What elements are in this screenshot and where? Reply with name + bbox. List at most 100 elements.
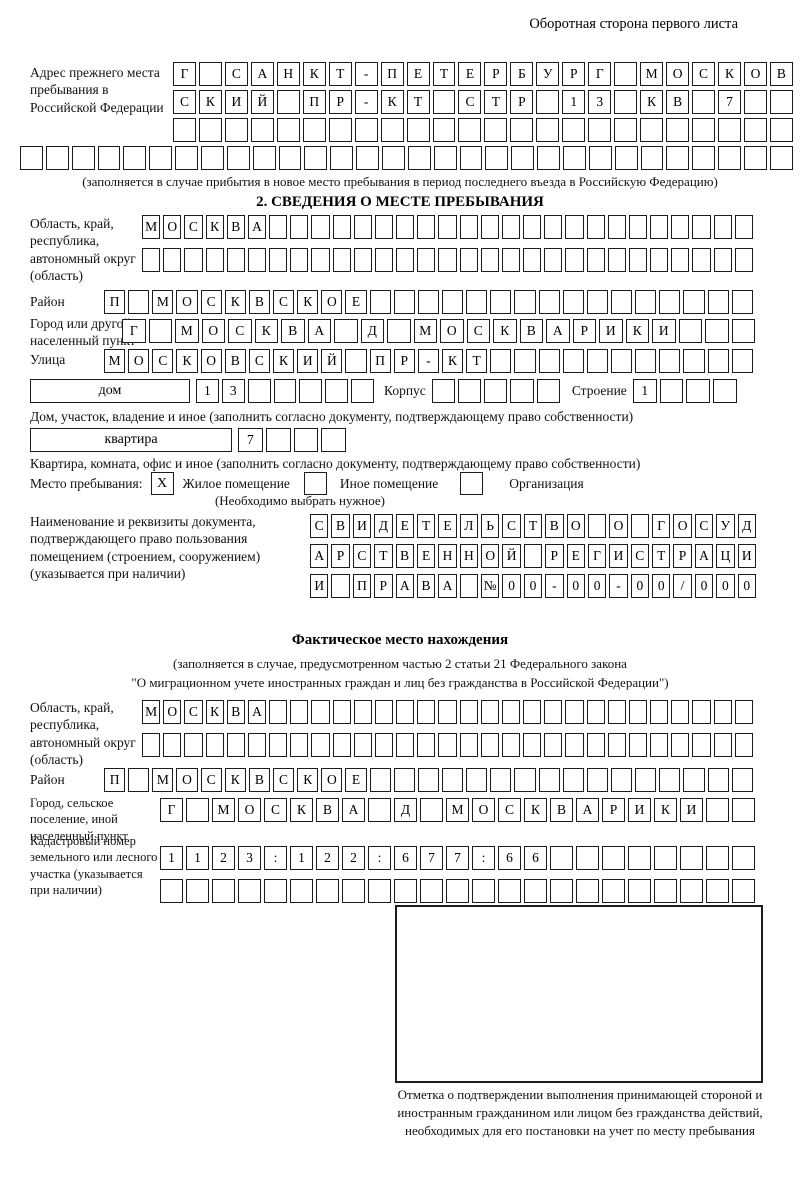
char-cell[interactable]	[731, 290, 753, 314]
char-cell[interactable]	[692, 248, 711, 272]
char-cell[interactable]	[731, 319, 755, 343]
char-cell[interactable]	[707, 290, 729, 314]
char-cell[interactable]	[524, 879, 547, 903]
char-cell[interactable]: О	[176, 768, 198, 792]
char-cell[interactable]: А	[694, 544, 714, 568]
char-cell[interactable]	[441, 290, 464, 314]
char-cell[interactable]	[123, 146, 147, 170]
char-cell[interactable]	[602, 879, 625, 903]
char-cell[interactable]	[713, 733, 732, 757]
char-cell[interactable]	[446, 879, 469, 903]
char-cell[interactable]	[523, 248, 542, 272]
house-type-box[interactable]: дом	[30, 379, 190, 403]
char-cell[interactable]: О	[440, 319, 464, 343]
char-cell[interactable]: Е	[395, 514, 414, 538]
char-cell[interactable]: Р	[328, 90, 352, 114]
char-cell[interactable]: Т	[523, 514, 543, 538]
char-cell[interactable]	[396, 700, 415, 724]
char-cell[interactable]	[247, 379, 271, 403]
char-cell[interactable]	[501, 700, 521, 724]
char-cell[interactable]	[276, 90, 300, 114]
char-cell[interactable]	[680, 846, 703, 870]
char-cell[interactable]	[334, 319, 358, 343]
char-cell[interactable]: К	[297, 290, 319, 314]
char-cell[interactable]: М	[640, 62, 664, 86]
char-cell[interactable]	[683, 768, 705, 792]
char-cell[interactable]	[769, 90, 793, 114]
char-cell[interactable]	[510, 379, 534, 403]
char-cell[interactable]	[480, 700, 499, 724]
char-cell[interactable]: В	[769, 62, 793, 86]
char-cell[interactable]	[732, 879, 755, 903]
char-cell[interactable]: С	[200, 768, 222, 792]
char-cell[interactable]	[523, 700, 542, 724]
char-cell[interactable]: О	[163, 215, 182, 239]
char-cell[interactable]	[683, 349, 705, 373]
char-cell[interactable]: С	[184, 215, 203, 239]
char-cell[interactable]: Е	[345, 290, 367, 314]
char-cell[interactable]: Н	[459, 544, 478, 568]
char-cell[interactable]	[406, 118, 430, 142]
char-cell[interactable]	[438, 215, 457, 239]
char-cell[interactable]: О	[321, 290, 343, 314]
char-cell[interactable]: :	[264, 846, 287, 870]
char-cell[interactable]	[498, 879, 521, 903]
char-cell[interactable]	[514, 349, 536, 373]
char-cell[interactable]: С	[264, 798, 287, 822]
char-cell[interactable]	[683, 290, 705, 314]
char-cell[interactable]: Т	[374, 544, 393, 568]
char-cell[interactable]: 0	[587, 574, 607, 598]
char-cell[interactable]: К	[640, 90, 664, 114]
char-cell[interactable]	[628, 733, 648, 757]
char-cell[interactable]	[692, 733, 711, 757]
char-cell[interactable]: Е	[458, 62, 482, 86]
char-cell[interactable]: К	[205, 215, 224, 239]
char-cell[interactable]	[184, 248, 203, 272]
char-cell[interactable]: 0	[630, 574, 649, 598]
char-cell[interactable]	[586, 215, 605, 239]
char-cell[interactable]: А	[546, 319, 570, 343]
char-cell[interactable]: С	[152, 349, 174, 373]
char-cell[interactable]	[201, 146, 224, 170]
char-cell[interactable]	[212, 879, 235, 903]
char-cell[interactable]	[607, 215, 626, 239]
char-cell[interactable]: В	[545, 514, 564, 538]
char-cell[interactable]	[562, 349, 584, 373]
char-cell[interactable]	[565, 248, 584, 272]
char-cell[interactable]: В	[550, 798, 573, 822]
char-cell[interactable]	[311, 733, 330, 757]
char-cell[interactable]: В	[519, 319, 543, 343]
char-cell[interactable]: Г	[652, 514, 671, 538]
char-cell[interactable]	[466, 768, 488, 792]
char-cell[interactable]	[269, 215, 288, 239]
char-cell[interactable]	[417, 700, 436, 724]
char-cell[interactable]: Н	[438, 544, 457, 568]
char-cell[interactable]: В	[666, 90, 690, 114]
char-cell[interactable]	[97, 146, 121, 170]
char-cell[interactable]	[706, 846, 729, 870]
char-cell[interactable]: Р	[562, 62, 586, 86]
char-cell[interactable]: П	[104, 768, 126, 792]
char-cell[interactable]: К	[654, 798, 677, 822]
char-cell[interactable]	[332, 248, 351, 272]
char-cell[interactable]: К	[290, 798, 313, 822]
char-cell[interactable]	[311, 215, 330, 239]
char-cell[interactable]	[480, 733, 499, 757]
char-cell[interactable]	[342, 879, 365, 903]
char-cell[interactable]: С	[173, 90, 196, 114]
char-cell[interactable]	[659, 768, 681, 792]
char-cell[interactable]: У	[716, 514, 735, 538]
char-cell[interactable]	[417, 290, 439, 314]
char-cell[interactable]: К	[718, 62, 741, 86]
char-cell[interactable]	[160, 879, 183, 903]
char-cell[interactable]	[368, 879, 391, 903]
char-cell[interactable]	[269, 733, 288, 757]
char-cell[interactable]: С	[200, 290, 222, 314]
char-cell[interactable]	[374, 248, 394, 272]
char-cell[interactable]	[432, 118, 456, 142]
char-cell[interactable]: А	[247, 700, 267, 724]
char-cell[interactable]	[276, 118, 300, 142]
char-cell[interactable]	[536, 90, 560, 114]
char-cell[interactable]	[374, 215, 394, 239]
char-cell[interactable]	[630, 514, 649, 538]
